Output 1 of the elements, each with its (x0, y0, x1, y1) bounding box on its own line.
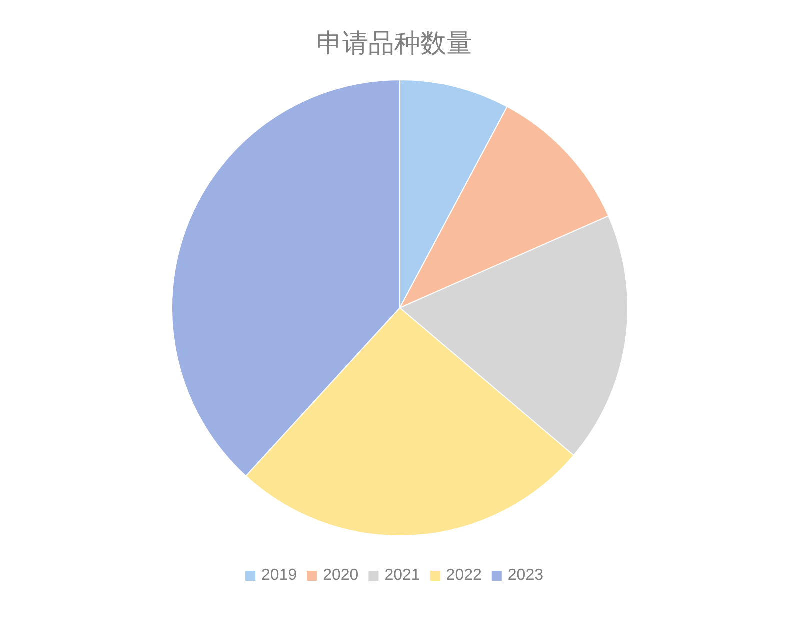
title: 申请品种数量 (316, 28, 472, 58)
